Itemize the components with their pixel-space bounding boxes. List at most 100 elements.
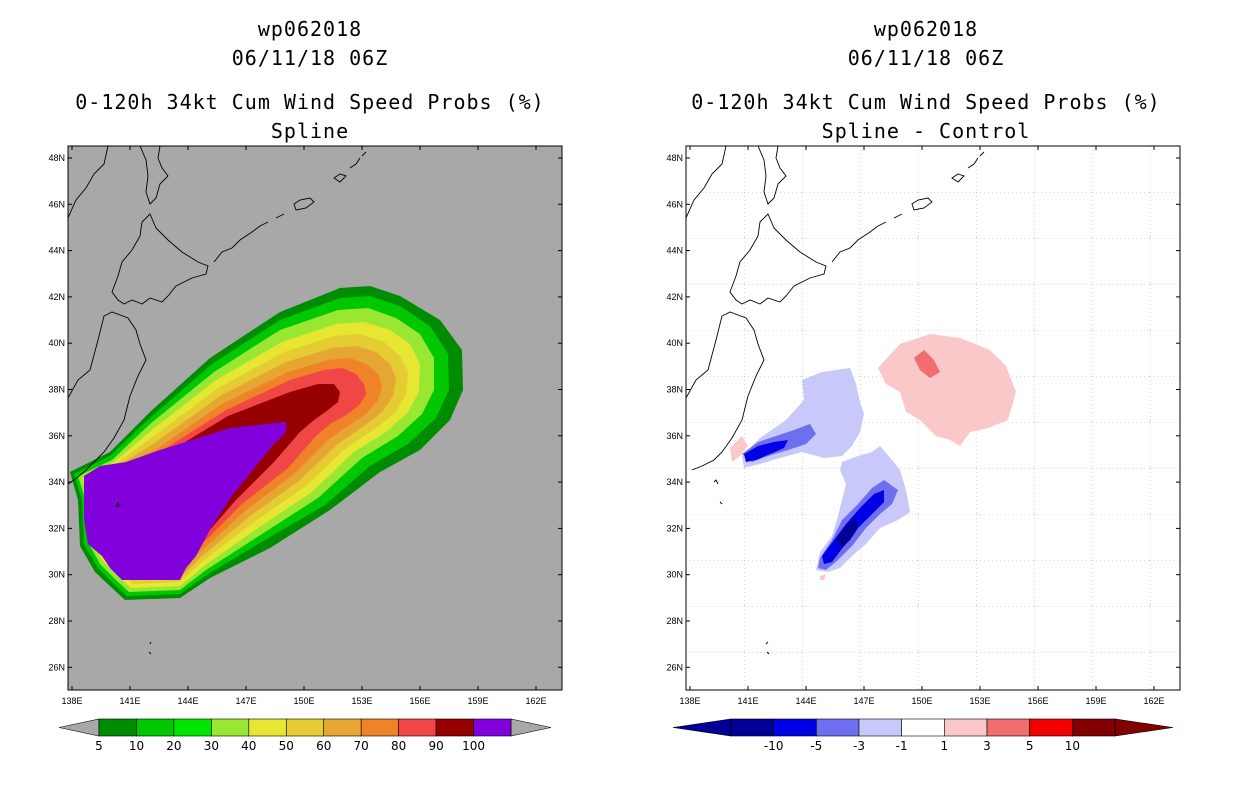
colorbar-level-label: 70 [354,739,369,753]
colorbar-swatch [901,718,945,737]
lon-tick-label: 144E [795,696,816,706]
lat-tick-label: 48N [666,153,683,163]
colorbar-level-label: 10 [1065,739,1080,753]
lon-tick-label: 162E [1143,696,1164,706]
colorbar-swatch [816,718,860,737]
lat-tick-label: 26N [666,662,683,672]
diff-pos-3-east [914,350,940,378]
lat-tick-label: 48N [48,153,65,163]
lat-tick-label: 34N [48,477,65,487]
lat-tick-label: 32N [666,523,683,533]
colorbar-level-label: 60 [316,739,331,753]
lon-tick-label: 147E [853,696,874,706]
colorbar-swatch [858,718,902,737]
left-map-frame [67,145,563,691]
right-coastlines [686,146,985,655]
left-lat-ticks: 48N 46N 44N 42N 40N 38N 36N 34N 32N 30N 28N 26N [48,153,562,672]
lon-tick-label: 147E [235,696,256,706]
colorbar-level-label: -1 [896,739,908,753]
lat-tick-label: 32N [48,523,65,533]
colorbar-level-label: 30 [204,739,219,753]
left-datetime: 06/11/18 06Z [231,46,389,70]
colorbar-level-label: 5 [1026,739,1034,753]
right-product-title: 0-120h 34kt Cum Wind Speed Probs (%) [691,90,1161,114]
lon-tick-label: 162E [525,696,546,706]
right-colorbar: -10 -5 -3 -1 1 3 5 10 [672,718,1174,753]
lat-tick-label: 42N [666,292,683,302]
colorbar-level-label: -5 [810,739,822,753]
right-coast-mainland [686,146,727,219]
right-coast-islands [713,479,770,655]
lat-tick-label: 36N [666,431,683,441]
colorbar-swatch [473,718,512,737]
left-coast-hokkaido [111,213,209,305]
lat-tick-label: 36N [48,431,65,441]
right-datetime: 06/11/18 06Z [847,46,1005,70]
lon-tick-label: 159E [1085,696,1106,706]
lat-tick-label: 30N [666,570,683,580]
right-coast-sakhalin [757,146,787,205]
lon-tick-label: 144E [177,696,198,706]
lon-tick-label: 153E [969,696,990,706]
lon-tick-label: 150E [293,696,314,706]
colorbar-swatch [1029,718,1073,737]
right-variant-title: Spline - Control [821,119,1031,143]
lat-tick-label: 38N [48,385,65,395]
lon-tick-label: 138E [679,696,700,706]
lat-tick-label: 46N [48,199,65,209]
diff-neg-5-north [744,440,788,462]
right-coast-hokkaido [729,213,827,305]
left-lon-ticks: 138E 141E 144E 147E 150E 153E 156E 159E 162E [61,146,547,706]
lon-tick-label: 156E [409,696,430,706]
left-coast-sakhalin [139,146,169,205]
left-variant-title: Spline [270,119,350,143]
colorbar-level-label: 1 [941,739,949,753]
left-colorbar: 5 10 20 30 40 50 60 70 80 90 100 [58,718,552,753]
colorbar-level-label: -3 [853,739,865,753]
lon-tick-label: 138E [61,696,82,706]
left-product-title: 0-120h 34kt Cum Wind Speed Probs (%) [75,90,545,114]
lat-tick-label: 30N [48,570,65,580]
lon-tick-label: 150E [911,696,932,706]
lon-tick-label: 159E [467,696,488,706]
colorbar-level-label: 10 [129,739,144,753]
lon-tick-label: 141E [737,696,758,706]
colorbar-level-label: -10 [764,739,784,753]
lat-tick-label: 44N [666,246,683,256]
diff-pos-1-east [878,334,1016,446]
right-coast-kurils [831,151,985,263]
colorbar-level-label: 90 [428,739,443,753]
colorbar-level-label: 5 [95,739,103,753]
colorbar-swatch [773,718,817,737]
left-coast-honshu [68,311,147,485]
lat-tick-label: 40N [666,338,683,348]
lat-tick-label: 46N [666,199,683,209]
right-storm-id: wp062018 [873,17,979,41]
colorbar-swatch [944,718,988,737]
left-coast-islands [115,502,152,655]
colorbar-level-label: 100 [462,739,485,753]
left-coast-kurils [213,151,367,263]
right-difference-contours [730,334,1016,580]
lon-tick-label: 156E [1027,696,1048,706]
lat-tick-label: 40N [48,338,65,348]
colorbar-level-label: 40 [241,739,256,753]
right-map-frame [685,145,1181,691]
lon-tick-label: 153E [351,696,372,706]
lat-tick-label: 28N [666,616,683,626]
left-coast-mainland [68,146,109,219]
diff-neg-10-south [836,518,858,548]
lat-tick-label: 26N [48,662,65,672]
lon-tick-label: 141E [119,696,140,706]
lat-tick-label: 38N [666,385,683,395]
colorbar-over-arrow [1114,718,1174,737]
diff-pos-1-west [730,436,826,580]
left-storm-id: wp062018 [257,17,363,41]
colorbar-swatch [1072,718,1116,737]
lat-tick-label: 42N [48,292,65,302]
colorbar-level-label: 3 [983,739,991,753]
colorbar-level-label: 80 [391,739,406,753]
right-lat-ticks: 48N 46N 44N 42N 40N 38N 36N 34N 32N 30N 28N 26N [666,153,1180,672]
colorbar-swatch [730,718,774,737]
